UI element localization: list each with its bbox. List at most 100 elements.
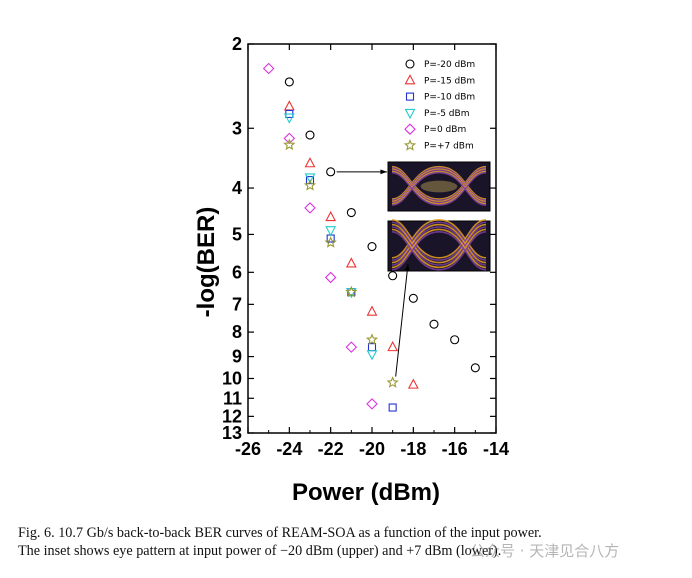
data-point	[283, 132, 296, 145]
eye-pattern-upper	[387, 161, 491, 212]
data-point	[283, 100, 295, 111]
eye-trace	[391, 167, 487, 202]
data-point	[283, 113, 295, 124]
data-point	[283, 138, 296, 151]
legend-marker	[405, 59, 415, 69]
inset-arrows	[336, 169, 410, 377]
y-tick-label: 12	[222, 406, 242, 426]
data-point	[366, 398, 378, 410]
data-point	[304, 173, 316, 184]
y-tick-label: 5	[232, 224, 242, 244]
data-point	[450, 335, 460, 345]
x-tick-label: -14	[483, 439, 509, 459]
legend-label: P=-10 dBm	[424, 93, 475, 103]
data-point	[325, 226, 337, 237]
series-1	[283, 100, 419, 389]
arrow-head	[380, 169, 387, 175]
data-point	[324, 271, 337, 284]
data-point	[345, 257, 357, 268]
caption-line-1: Fig. 6. 10.7 Gb/s back-to-back BER curve…	[18, 525, 542, 541]
x-tick-label: -24	[276, 439, 302, 459]
legend: P=-20 dBm P=-15 dBm P=-10 dBm P=-5 dBm P=0 d…	[403, 59, 475, 152]
y-tick-label: 7	[232, 294, 242, 314]
data-point	[388, 403, 397, 412]
x-axis-title: Power (dBm)	[292, 479, 440, 506]
data-point	[305, 130, 315, 140]
x-tick-label: -16	[442, 439, 468, 459]
eye-pattern-lower	[387, 218, 491, 272]
data-point	[284, 77, 294, 87]
data-point	[366, 350, 378, 361]
legend-marker	[404, 108, 416, 120]
arrow-upper	[336, 169, 387, 175]
data-point	[304, 202, 316, 214]
legend-label: P=-20 dBm	[424, 60, 475, 70]
data-point	[345, 285, 358, 298]
y-tick-label: 3	[232, 118, 242, 138]
eye-trace	[391, 219, 487, 259]
data-point	[367, 343, 377, 352]
legend-marker	[403, 139, 417, 151]
y-tick-label: 10	[222, 368, 242, 388]
data-point	[303, 179, 317, 191]
data-point	[325, 210, 337, 222]
data-point	[387, 340, 399, 352]
data-point	[388, 271, 398, 281]
y-tick-label: 9	[232, 347, 242, 367]
data-point	[262, 62, 275, 75]
eye-trace	[391, 171, 487, 206]
y-tick-label: 2	[232, 34, 242, 54]
data-point	[324, 236, 337, 248]
eye-trace	[391, 226, 487, 266]
eye-trace	[391, 170, 487, 205]
data-point	[345, 341, 358, 353]
x-tick-label: -26	[235, 439, 261, 459]
eye-trace	[391, 221, 487, 262]
eye-trace	[391, 223, 487, 264]
y-axis-title: -log(BER)	[193, 207, 220, 318]
series-5	[283, 138, 399, 388]
eye-trace	[391, 165, 487, 200]
data-point	[365, 333, 379, 345]
data-point	[305, 176, 315, 185]
data-point	[366, 305, 378, 316]
caption-line-2: The inset shows eye pattern at input pow…	[18, 543, 502, 559]
eye-pattern-inset	[387, 161, 491, 272]
figure-caption: Fig. 6. 10.7 Gb/s back-to-back BER curve…	[18, 524, 683, 560]
arrow-head	[404, 264, 410, 271]
series-4	[262, 62, 378, 410]
legend-marker	[404, 123, 416, 135]
eye-trace	[391, 221, 487, 261]
eye-trace	[391, 169, 487, 204]
y-tick-label: 13	[222, 423, 242, 443]
eye-trace	[391, 228, 487, 269]
data-point	[346, 207, 356, 218]
eye-opening-glow	[420, 180, 458, 193]
data-point	[367, 241, 377, 252]
y-tick-label: 4	[232, 178, 242, 198]
legend-label: P=-15 dBm	[424, 76, 475, 86]
legend-label: P=+7 dBm	[424, 142, 474, 152]
data-point	[407, 378, 419, 389]
arrow-shaft	[395, 263, 409, 377]
eye-trace	[391, 168, 487, 203]
data-point	[304, 157, 316, 168]
series-2	[285, 109, 397, 412]
eye-trace	[391, 228, 487, 269]
legend-marker	[404, 74, 416, 85]
legend-marker	[405, 92, 415, 101]
x-axis-ticks: -26 -24 -22 -20 -18 -16 -14	[235, 44, 509, 459]
data-point	[470, 363, 480, 373]
data-series-layer	[262, 62, 480, 412]
y-tick-label: 6	[232, 262, 242, 282]
data-point	[429, 319, 439, 329]
legend-label: P=0 dBm	[424, 125, 466, 135]
arrow-lower	[395, 263, 410, 377]
eye-trace	[391, 218, 487, 259]
y-tick-label: 11	[223, 388, 242, 408]
watermark: 公众号 · 天津见合八方	[470, 542, 620, 560]
data-point	[408, 293, 418, 303]
x-tick-label: -22	[318, 439, 344, 459]
